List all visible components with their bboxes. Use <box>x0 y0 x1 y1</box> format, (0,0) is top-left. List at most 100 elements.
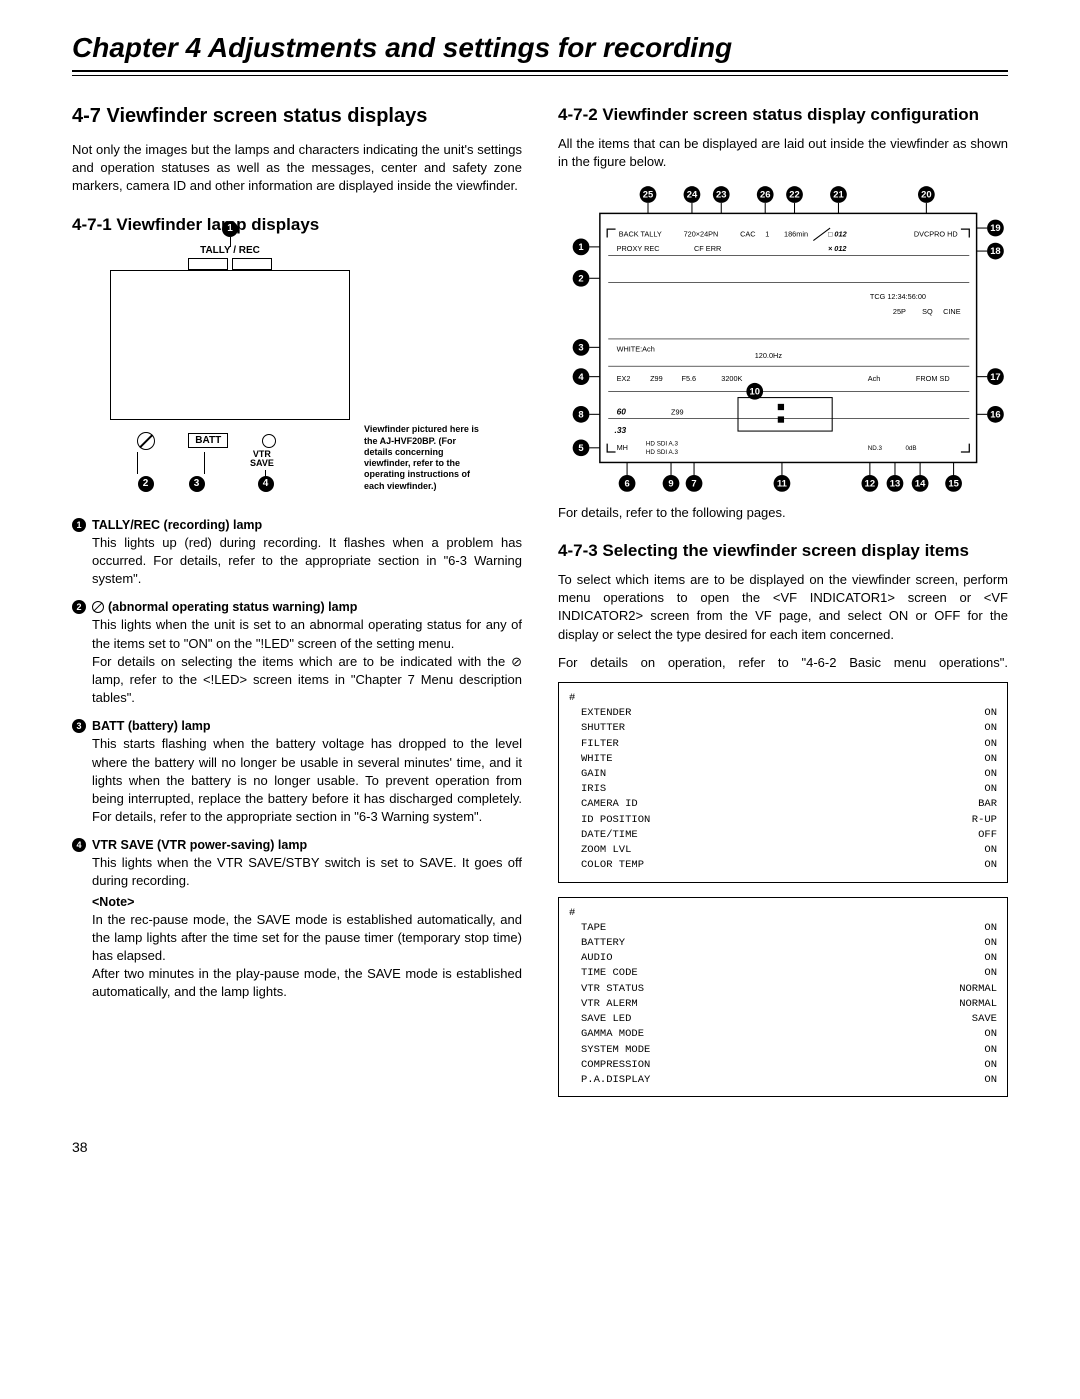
svg-text:CINE: CINE <box>943 306 961 315</box>
svg-text:Z99: Z99 <box>671 407 684 416</box>
tally-box <box>188 258 228 270</box>
batt-label: BATT <box>188 433 228 448</box>
left-column: 4-7 Viewfinder screen status displays No… <box>72 104 522 1111</box>
svg-text:.33: .33 <box>615 425 627 435</box>
section-4-7-title: 4-7 Viewfinder screen status displays <box>72 104 522 129</box>
svg-text:16: 16 <box>990 408 1000 419</box>
bullet-3: 3 <box>72 719 86 733</box>
viewfinder-lamp-figure: 1 TALLY / REC BATT VTRSAVE <box>110 245 522 502</box>
svg-text:ND.3: ND.3 <box>868 445 883 452</box>
svg-text:F5.6: F5.6 <box>681 373 696 382</box>
vtr-save-label: VTRSAVE <box>250 450 274 468</box>
lamp-4-title: VTR SAVE (VTR power-saving) lamp <box>92 838 522 852</box>
section-4-7-3-title: 4-7-3 Selecting the viewfinder screen di… <box>558 540 1008 561</box>
svg-text:FROM SD: FROM SD <box>916 373 950 382</box>
lamp-4-body: This lights when the VTR SAVE/STBY switc… <box>92 854 522 890</box>
svg-text:720×24PN: 720×24PN <box>684 229 719 238</box>
svg-text:120.0Hz: 120.0Hz <box>755 350 783 359</box>
svg-text:SQ: SQ <box>922 306 933 315</box>
svg-text:19: 19 <box>990 222 1000 233</box>
callout-1: 1 <box>222 221 238 237</box>
led-icon <box>262 434 276 448</box>
lamp-descriptions: 1 TALLY/REC (recording) lamp This lights… <box>72 518 522 1002</box>
lamp-4-note: In the rec-pause mode, the SAVE mode is … <box>92 911 522 1002</box>
svg-text:EX2: EX2 <box>617 373 631 382</box>
svg-text:10: 10 <box>750 385 760 396</box>
viewfinder-screen-rect <box>110 270 350 420</box>
svg-text:7: 7 <box>691 477 696 488</box>
svg-text:25: 25 <box>643 188 653 199</box>
bullet-1: 1 <box>72 518 86 532</box>
svg-text:BACK TALLY: BACK TALLY <box>619 229 662 238</box>
svg-text:186min: 186min <box>784 229 808 238</box>
lamp-3-body: This starts flashing when the battery vo… <box>92 735 522 826</box>
svg-text:4: 4 <box>578 370 584 381</box>
svg-text:12: 12 <box>865 477 875 488</box>
chapter-rule <box>72 70 1008 76</box>
callout-3: 3 <box>189 476 205 492</box>
svg-text:Z99: Z99 <box>650 373 663 382</box>
svg-text:3: 3 <box>578 341 583 352</box>
abnormal-icon <box>137 432 155 450</box>
section-4-7-2-intro: All the items that can be displayed are … <box>558 135 1008 171</box>
vf-config-figure: BACK TALLY 720×24PN CAC 1 186min □ 012 D… <box>558 182 1008 496</box>
svg-text:5: 5 <box>578 442 583 453</box>
bullet-4: 4 <box>72 838 86 852</box>
svg-text:0dB: 0dB <box>905 445 916 452</box>
vf-indicator1-menu: # EXTENDERONSHUTTERONFILTERONWHITEONGAIN… <box>558 682 1008 883</box>
lamp-3-title: BATT (battery) lamp <box>92 719 522 733</box>
lamp-2-title: (abnormal operating status warning) lamp <box>92 600 522 614</box>
svg-text:CAC: CAC <box>740 229 755 238</box>
section-4-7-1-title: 4-7-1 Viewfinder lamp displays <box>72 214 522 235</box>
svg-text:3200K: 3200K <box>721 373 742 382</box>
svg-text:11: 11 <box>777 477 787 488</box>
svg-text:26: 26 <box>760 188 770 199</box>
tally-box <box>232 258 272 270</box>
svg-text:15: 15 <box>948 477 958 488</box>
svg-text:23: 23 <box>716 188 726 199</box>
bullet-2: 2 <box>72 600 86 614</box>
svg-text:9: 9 <box>668 477 673 488</box>
svg-text:PROXY REC: PROXY REC <box>617 244 660 253</box>
section-4-7-intro: Not only the images but the lamps and ch… <box>72 141 522 196</box>
svg-text:24: 24 <box>687 188 698 199</box>
svg-text:□ 012: □ 012 <box>828 229 847 238</box>
vf-config-svg: BACK TALLY 720×24PN CAC 1 186min □ 012 D… <box>558 182 1008 496</box>
svg-text:8: 8 <box>578 408 583 419</box>
lamp-1-body: This lights up (red) during recording. I… <box>92 534 522 589</box>
svg-text:20: 20 <box>921 188 931 199</box>
svg-text:× 012: × 012 <box>828 244 847 253</box>
right-column: 4-7-2 Viewfinder screen status display c… <box>558 104 1008 1111</box>
callout-4: 4 <box>258 476 274 492</box>
section-4-7-3-p1: To select which items are to be displaye… <box>558 571 1008 644</box>
lamp-4-note-label: <Note> <box>92 895 522 909</box>
svg-text:MH: MH <box>617 443 628 452</box>
svg-text:21: 21 <box>833 188 843 199</box>
svg-text:WHITE:Ach: WHITE:Ach <box>617 344 655 353</box>
svg-text:DVCPRO HD: DVCPRO HD <box>914 229 958 238</box>
lamp-2-body: This lights when the unit is set to an a… <box>92 616 522 707</box>
svg-text:HD SDI A.3: HD SDI A.3 <box>646 449 679 456</box>
lamp-1-title: TALLY/REC (recording) lamp <box>92 518 522 532</box>
svg-text:17: 17 <box>990 370 1000 381</box>
svg-text:1: 1 <box>765 229 769 238</box>
callout-2: 2 <box>138 476 154 492</box>
for-details-text: For details, refer to the following page… <box>558 504 1008 522</box>
svg-text:6: 6 <box>624 477 629 488</box>
svg-text:18: 18 <box>990 245 1000 256</box>
abnormal-icon-inline <box>92 601 104 613</box>
svg-text:22: 22 <box>789 188 799 199</box>
svg-text:14: 14 <box>915 477 926 488</box>
svg-text:25P: 25P <box>893 306 906 315</box>
svg-text:TCG 12:34:56:00: TCG 12:34:56:00 <box>870 292 926 301</box>
chapter-title: Chapter 4 Adjustments and settings for r… <box>72 32 1008 64</box>
section-4-7-2-title: 4-7-2 Viewfinder screen status display c… <box>558 104 1008 125</box>
svg-text:Ach: Ach <box>868 373 881 382</box>
svg-text:60: 60 <box>617 406 627 416</box>
svg-text:2: 2 <box>578 272 583 283</box>
svg-text:CF ERR: CF ERR <box>694 244 721 253</box>
section-4-7-3-p2: For details on operation, refer to "4-6-… <box>558 654 1008 672</box>
svg-text:1: 1 <box>578 241 583 252</box>
svg-text:HD SDI A.3: HD SDI A.3 <box>646 440 679 447</box>
svg-text:13: 13 <box>890 477 900 488</box>
